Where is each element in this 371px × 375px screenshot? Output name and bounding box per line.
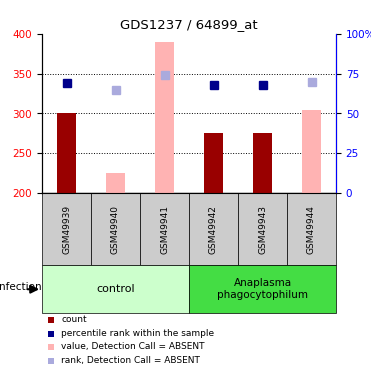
Text: count: count: [62, 315, 87, 324]
Bar: [253, 134, 272, 193]
Text: GSM49942: GSM49942: [209, 205, 218, 254]
Text: infection: infection: [0, 282, 42, 292]
Bar: [238, 193, 287, 265]
Text: Anaplasma
phagocytophilum: Anaplasma phagocytophilum: [217, 279, 308, 300]
Bar: [91, 193, 140, 265]
Bar: [49, 317, 55, 323]
Text: rank, Detection Call = ABSENT: rank, Detection Call = ABSENT: [62, 356, 200, 365]
Bar: [42, 193, 91, 265]
Text: GSM49944: GSM49944: [307, 205, 316, 254]
Text: value, Detection Call = ABSENT: value, Detection Call = ABSENT: [62, 342, 205, 351]
Text: percentile rank within the sample: percentile rank within the sample: [62, 329, 214, 338]
Bar: [49, 357, 55, 363]
Bar: [49, 344, 55, 350]
Text: GSM49943: GSM49943: [258, 205, 267, 254]
Bar: [57, 114, 76, 193]
Bar: [155, 42, 174, 193]
Bar: [140, 193, 189, 265]
Bar: [302, 110, 321, 193]
Title: GDS1237 / 64899_at: GDS1237 / 64899_at: [120, 18, 258, 31]
Bar: [204, 134, 223, 193]
Text: control: control: [96, 284, 135, 294]
Bar: [106, 173, 125, 193]
Text: GSM49939: GSM49939: [62, 205, 71, 254]
Bar: [189, 265, 336, 313]
Text: GSM49941: GSM49941: [160, 205, 169, 254]
Bar: [189, 193, 238, 265]
Text: GSM49940: GSM49940: [111, 205, 120, 254]
Bar: [42, 265, 189, 313]
Bar: [49, 330, 55, 336]
Bar: [287, 193, 336, 265]
